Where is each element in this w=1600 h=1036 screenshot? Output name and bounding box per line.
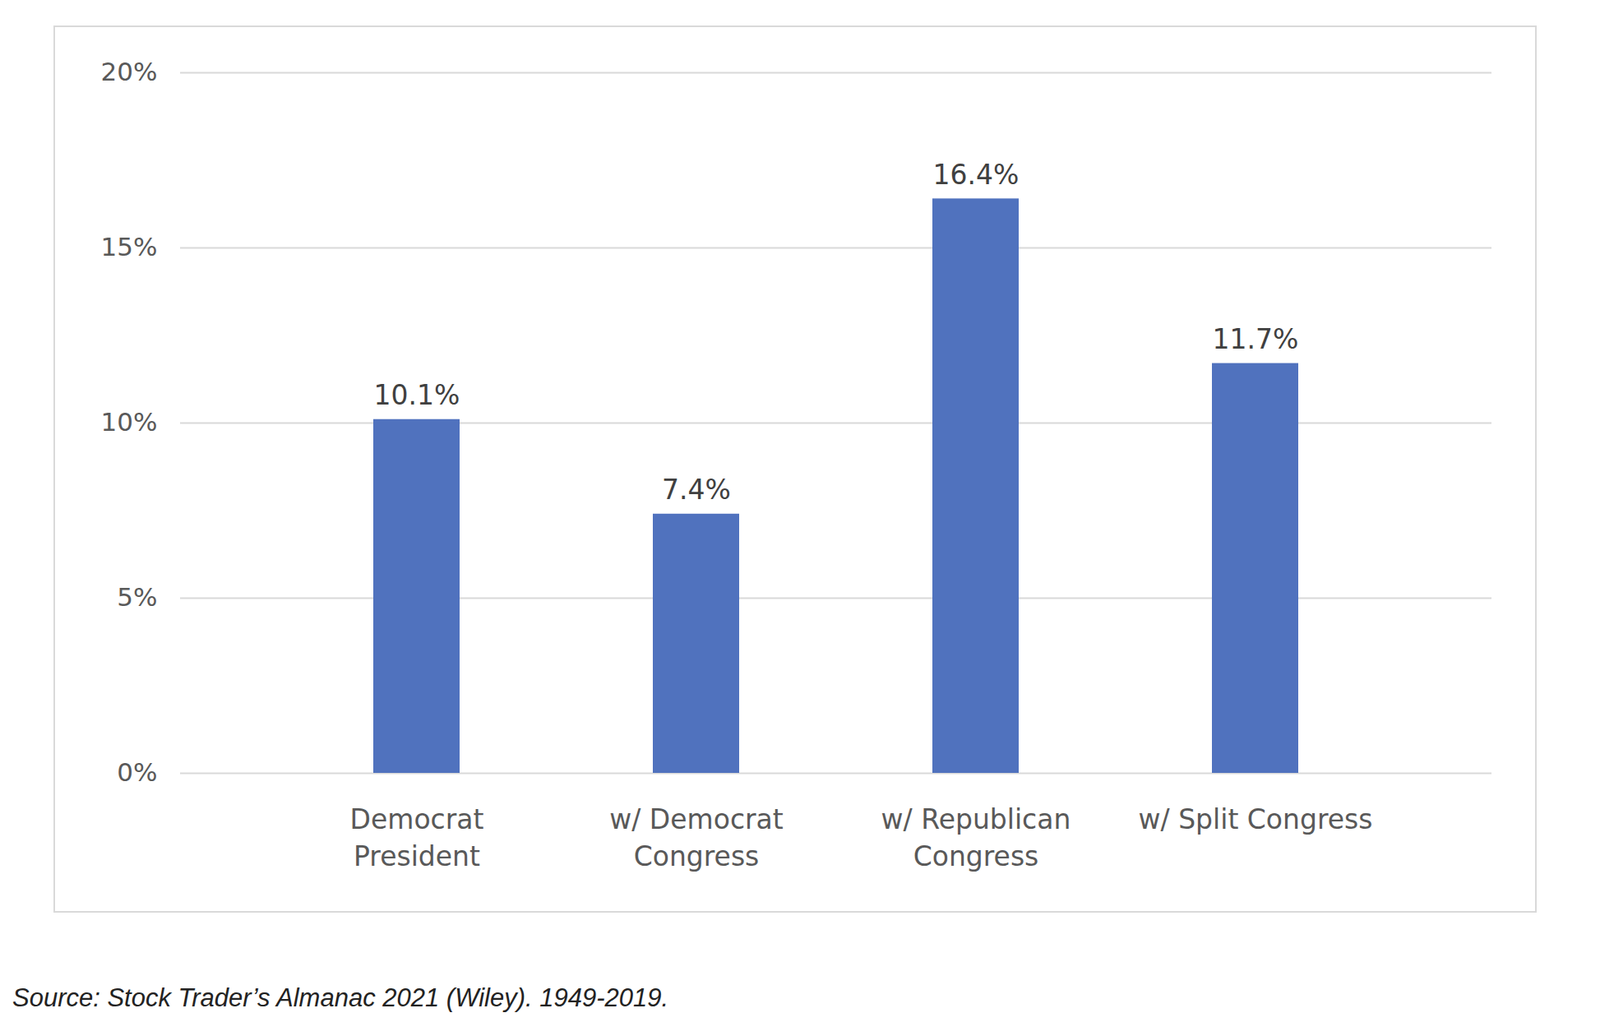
svg-text:5%: 5%: [116, 582, 158, 612]
svg-text:10%: 10%: [101, 406, 158, 437]
svg-text:10.1%: 10.1%: [374, 379, 461, 412]
svg-text:w/ RepublicanCongress: w/ RepublicanCongress: [881, 803, 1072, 873]
svg-text:16.4%: 16.4%: [933, 158, 1020, 191]
svg-text:11.7%: 11.7%: [1212, 323, 1300, 356]
html-text:Source: Stock Trader’s Almanac: Source: Stock Trader’s Almanac 2021 (Wil…: [12, 983, 669, 1013]
svg-text:0%: 0%: [116, 757, 158, 787]
svg-text:20%: 20%: [101, 56, 158, 87]
svg-text:DemocratPresident: DemocratPresident: [350, 803, 485, 873]
svg-text:7.4%: 7.4%: [661, 473, 731, 506]
svg-text:w/ DemocratCongress: w/ DemocratCongress: [609, 803, 784, 873]
svg-text:15%: 15%: [101, 231, 158, 262]
svg-text:w/ Split Congress: w/ Split Congress: [1138, 803, 1374, 836]
